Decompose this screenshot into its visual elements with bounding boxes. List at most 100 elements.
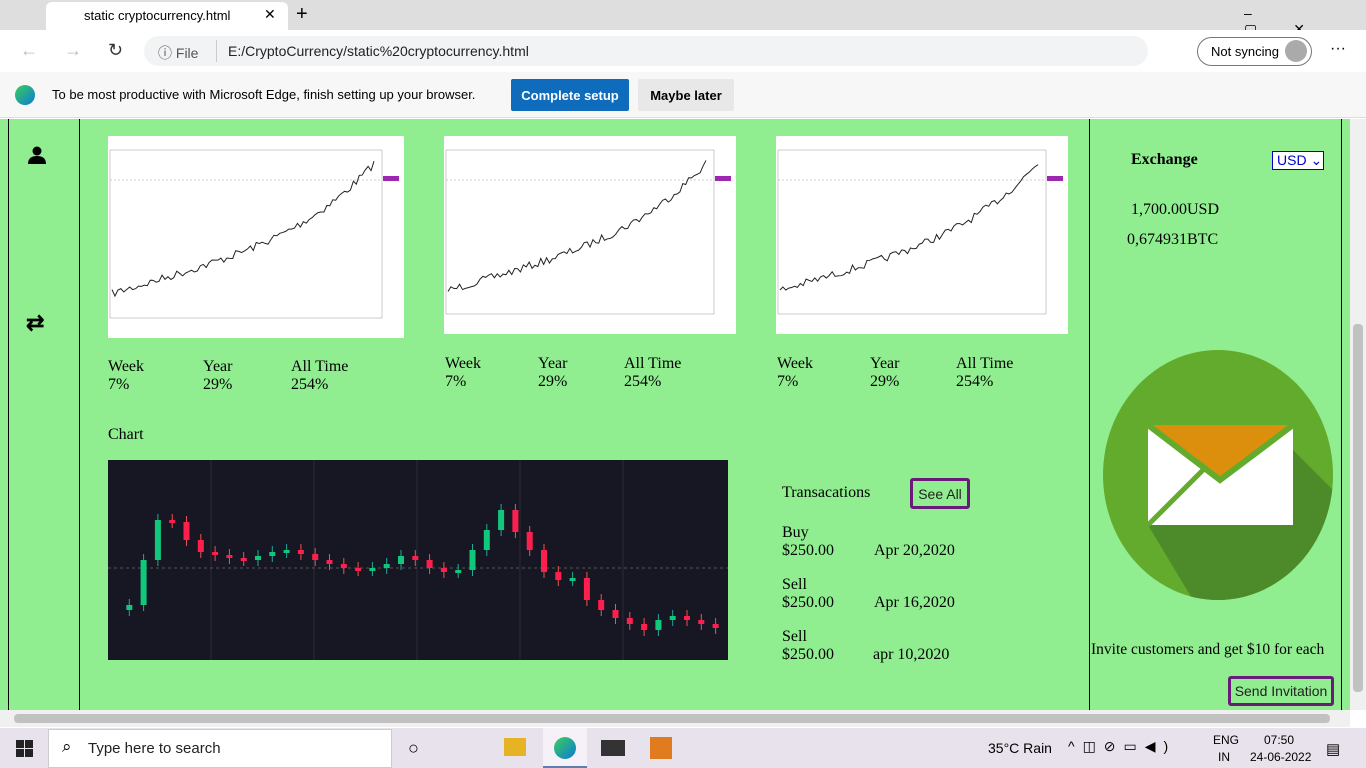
stat-value: 29% <box>203 376 233 393</box>
image-candle <box>183 522 190 540</box>
stat-value: 7% <box>777 373 799 390</box>
image-candle <box>612 610 619 618</box>
new-tab[interactable]: + <box>296 3 308 25</box>
image-candle <box>455 570 462 573</box>
tab-close[interactable]: ✕ <box>264 6 276 22</box>
stat-value: 29% <box>870 373 900 390</box>
image-candle <box>641 624 648 630</box>
nav-buttons[interactable]: ←→↻ <box>20 40 150 60</box>
sublime[interactable] <box>650 737 672 759</box>
mail-app[interactable] <box>601 740 625 756</box>
stat-label: All Time <box>624 355 682 372</box>
stat-label: All Time <box>956 355 1014 372</box>
image-candle <box>269 552 276 556</box>
image-candle <box>326 560 333 564</box>
complete-setup[interactable]: Complete setup <box>511 79 629 111</box>
weather: 35°C Rain <box>988 740 1052 756</box>
image-candle <box>483 530 490 550</box>
crypto-amount: 0,674931BTC <box>1127 231 1219 248</box>
stat-label: Year <box>203 358 233 375</box>
image-bg <box>444 136 736 334</box>
edge-taskbar[interactable] <box>543 728 587 768</box>
plot-frame <box>777 149 1047 315</box>
banner-message: To be most productive with Microsoft Edg… <box>52 87 476 102</box>
image-candle <box>297 550 304 554</box>
tray-icons[interactable]: ^◫⊘▭◀) <box>1068 738 1177 754</box>
stat-label: Year <box>538 355 568 372</box>
transaction-amount: $250.00 <box>782 646 834 663</box>
image-candle <box>440 568 447 572</box>
profile-button[interactable] <box>1197 37 1312 66</box>
stat-value: 254% <box>291 376 329 393</box>
price-tag <box>1047 176 1063 181</box>
lang: ENG <box>1213 733 1240 747</box>
image-candle <box>226 555 233 558</box>
image-candle <box>369 568 376 571</box>
edge-logo <box>15 85 35 105</box>
image-candle <box>541 550 547 572</box>
region: IN <box>1218 750 1230 764</box>
chart-title: Chart <box>108 426 144 443</box>
notifications[interactable]: ▤ <box>1326 741 1341 758</box>
image-candle <box>626 618 633 624</box>
transaction-type: Buy <box>782 524 809 541</box>
transaction-amount: $250.00 <box>782 594 834 611</box>
image-candle <box>712 624 719 628</box>
explorer[interactable] <box>504 738 526 756</box>
user-icon[interactable] <box>28 146 46 164</box>
image-candle <box>426 560 433 568</box>
image-candle <box>383 564 390 568</box>
transaction-type: Sell <box>782 628 807 645</box>
address-bar[interactable] <box>144 36 1148 66</box>
image-candle <box>154 520 161 560</box>
maybe-later[interactable]: Maybe later <box>638 79 734 111</box>
image-candle <box>169 520 176 523</box>
menu[interactable]: ··· <box>1330 40 1346 57</box>
market-cap-chart-image <box>776 136 1068 334</box>
image-candle <box>412 556 419 560</box>
stat-value: 254% <box>624 373 662 390</box>
image-candle <box>498 510 505 530</box>
stat-value: 29% <box>538 373 568 390</box>
stat-value: 254% <box>956 373 994 390</box>
candle-chart-image <box>108 460 728 660</box>
stat-label: Week <box>777 355 814 372</box>
stat-value: 7% <box>445 373 467 390</box>
fiat-amount: 1,700.00USD <box>1131 201 1220 218</box>
image-candle <box>526 532 533 550</box>
stat-value: 7% <box>108 376 130 393</box>
image-candle <box>555 572 562 580</box>
h-scrollbar[interactable] <box>0 710 1350 727</box>
stat-label: Week <box>445 355 482 372</box>
transaction-type: Sell <box>782 576 807 593</box>
transaction-amount: $250.00 <box>782 542 834 559</box>
image-candle <box>212 552 219 555</box>
task-view[interactable]: ○ <box>408 738 419 758</box>
currency-select[interactable]: USD ⌄ <box>1272 151 1324 170</box>
transaction-date: apr 10,2020 <box>873 646 950 663</box>
image-candle <box>669 616 676 620</box>
stat-label: Week <box>108 358 145 375</box>
image-candle <box>126 605 133 610</box>
price-tag <box>715 176 731 181</box>
tab[interactable] <box>46 2 288 30</box>
price-line <box>447 160 707 292</box>
send-invitation[interactable]: Send Invitation <box>1228 676 1334 706</box>
see-all[interactable]: See All <box>910 478 970 509</box>
v-scrollbar[interactable] <box>1350 119 1366 710</box>
search-placeholder: Type here to search <box>88 740 221 757</box>
image-candle <box>598 600 605 610</box>
price-line <box>111 161 375 298</box>
image-candle <box>312 554 319 560</box>
market-cap-chart-image <box>444 136 736 334</box>
image-candle <box>569 578 576 581</box>
mail-icon <box>1103 350 1333 600</box>
transactions-title: Transacations <box>782 484 871 501</box>
transfer-icon[interactable]: ⇄ <box>26 310 45 335</box>
plot-frame <box>109 149 383 319</box>
price-line <box>779 164 1039 291</box>
profile-status: Not syncing <box>1211 44 1279 59</box>
image-candle <box>698 620 705 624</box>
price-tag <box>383 176 399 181</box>
start[interactable] <box>16 740 33 757</box>
